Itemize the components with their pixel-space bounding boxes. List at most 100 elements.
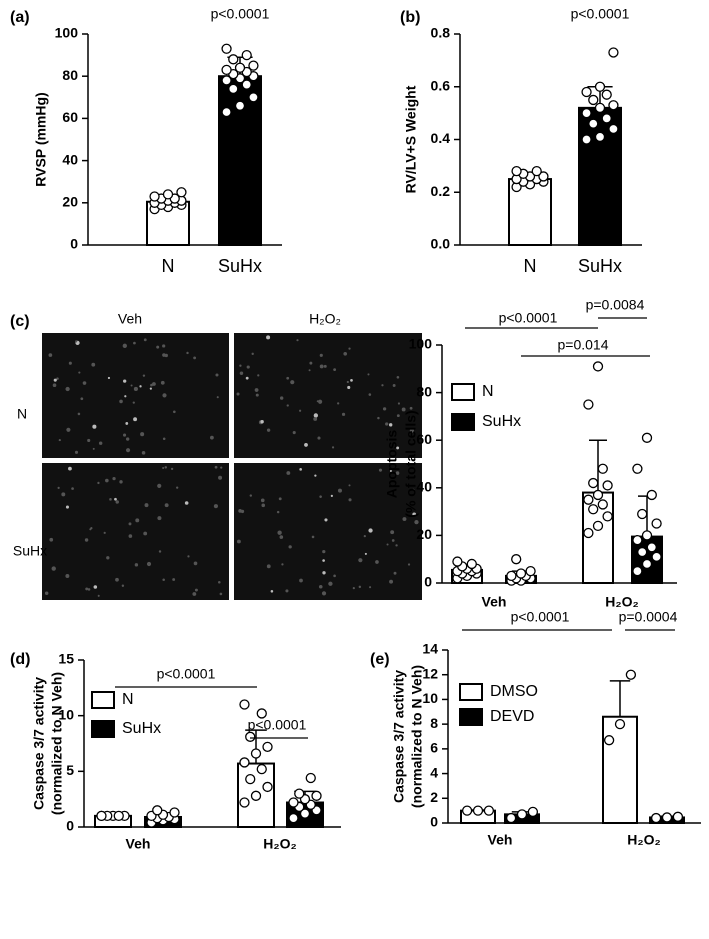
- y-axis-label: Caspase 3/7 activity: [391, 670, 407, 803]
- y-tick-label: 5: [66, 762, 74, 778]
- cell: [333, 368, 337, 372]
- x-tick-label: H₂O₂: [605, 594, 638, 610]
- cell: [236, 392, 240, 396]
- p-value: p<0.0001: [211, 6, 270, 22]
- data-point: [592, 520, 604, 532]
- y-axis-label: (normalized to N Veh): [409, 665, 425, 808]
- cell: [407, 563, 411, 566]
- cell: [194, 588, 198, 592]
- cell: [280, 396, 284, 400]
- cell: [192, 592, 197, 596]
- y-axis-label: RV/LV+S Weight: [403, 85, 419, 193]
- cell: [318, 584, 323, 589]
- data-point: [637, 508, 648, 520]
- cell: [61, 492, 66, 497]
- cell: [288, 545, 292, 549]
- data-point: [583, 527, 594, 539]
- data-point: [288, 812, 299, 824]
- cell: [324, 518, 328, 522]
- x-tick-label: Veh: [488, 832, 513, 848]
- data-point: [248, 60, 259, 71]
- cell: [286, 471, 291, 475]
- cell: [395, 544, 398, 547]
- x-tick-label: SuHx: [218, 256, 262, 276]
- data-point: [672, 811, 684, 822]
- y-tick-label: 0.4: [431, 130, 451, 146]
- cell: [65, 574, 70, 578]
- cell: [249, 494, 252, 497]
- y-tick-label: 40: [416, 479, 432, 495]
- cell: [314, 474, 317, 477]
- data-point: [305, 772, 316, 784]
- cell: [389, 423, 393, 427]
- y-tick-label: 60: [416, 431, 432, 447]
- panel-label: (b): [400, 9, 420, 26]
- data-point: [472, 805, 484, 816]
- data-point: [511, 554, 522, 565]
- data-point: [245, 731, 256, 742]
- cell: [93, 585, 98, 589]
- data-point: [594, 102, 606, 113]
- cell: [323, 364, 327, 368]
- p-value: p<0.0001: [157, 666, 216, 682]
- cell: [142, 374, 146, 377]
- cell: [92, 424, 97, 429]
- y-tick-label: 4: [430, 764, 438, 780]
- data-point: [461, 805, 473, 816]
- panel: (e)Caspase 3/7 activity (normalized to N …: [370, 609, 701, 848]
- cell: [170, 467, 174, 471]
- data-point: [248, 92, 259, 103]
- y-tick-label: 2: [430, 789, 438, 805]
- cell: [350, 379, 353, 382]
- cell: [68, 361, 72, 365]
- cell: [396, 414, 400, 418]
- data-point: [466, 558, 477, 570]
- cell: [53, 378, 57, 382]
- image-row-label: SuHx: [13, 543, 47, 559]
- cell: [49, 537, 54, 542]
- data-point: [641, 432, 653, 443]
- cell: [176, 486, 179, 489]
- cell: [75, 340, 78, 343]
- cell: [164, 466, 168, 469]
- data-point: [588, 504, 599, 515]
- legend-label: N: [482, 383, 494, 400]
- data-point: [583, 494, 594, 505]
- x-tick-label: H₂O₂: [627, 832, 660, 848]
- cell: [286, 376, 290, 380]
- cell: [279, 535, 284, 539]
- cell: [278, 497, 282, 501]
- cell: [58, 438, 61, 442]
- cell: [130, 384, 133, 387]
- y-tick-label: 80: [416, 383, 432, 399]
- data-point: [594, 81, 606, 92]
- data-point: [651, 551, 662, 562]
- cell: [107, 376, 111, 380]
- cell: [219, 592, 223, 596]
- cell: [367, 373, 370, 376]
- cell: [89, 528, 92, 531]
- legend-swatch: [91, 691, 115, 709]
- cell: [412, 488, 415, 492]
- legend-swatch: [91, 720, 115, 738]
- y-tick-label: 6: [430, 740, 438, 756]
- cell: [389, 469, 392, 473]
- cell: [162, 437, 166, 441]
- cell: [186, 351, 189, 355]
- cell: [105, 478, 109, 483]
- cell: [238, 509, 242, 513]
- cell: [135, 518, 140, 523]
- cell: [97, 481, 100, 485]
- legend-label: DMSO: [490, 683, 538, 700]
- data-point: [625, 669, 637, 680]
- data-point: [588, 477, 599, 489]
- legend-swatch: [459, 683, 483, 701]
- data-point: [239, 757, 250, 768]
- cell: [216, 396, 219, 399]
- cell: [91, 362, 96, 367]
- cell: [239, 364, 242, 367]
- cell: [333, 574, 336, 578]
- cell: [402, 517, 407, 522]
- p-value: p=0.0004: [619, 609, 678, 625]
